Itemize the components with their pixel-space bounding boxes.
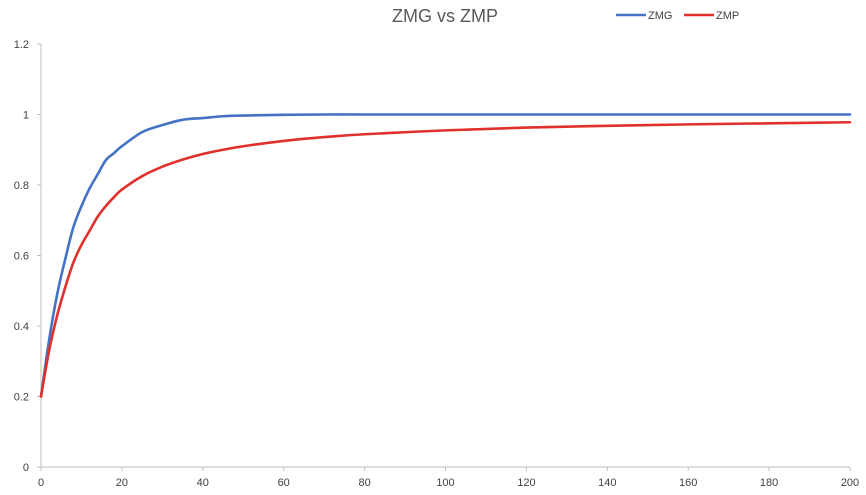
- x-tick-label: 160: [679, 477, 697, 489]
- y-tick-label: 0.8: [14, 180, 29, 192]
- x-tick-label: 200: [841, 477, 859, 489]
- chart-title: ZMG vs ZMP: [392, 6, 498, 26]
- x-tick-label: 140: [598, 477, 616, 489]
- series-line-zmp: [39, 120, 852, 398]
- plot-area: [39, 113, 852, 398]
- axes: 0 0.2 0.4 0.6 0.8 1 1.2 0 20 40 60 80 100 120 140 160 18…: [14, 39, 859, 489]
- series-line-zmg: [39, 113, 852, 398]
- y-tick-label: 1: [23, 110, 29, 122]
- legend-label-zmp: ZMP: [716, 10, 739, 22]
- y-tick-label: 0.6: [14, 251, 29, 263]
- x-tick-label: 0: [38, 477, 44, 489]
- legend: ZMG ZMP: [616, 10, 739, 22]
- x-tick-label: 80: [358, 477, 370, 489]
- x-tick-label: 120: [517, 477, 535, 489]
- x-tick-label: 20: [116, 477, 128, 489]
- x-tick-label: 60: [278, 477, 290, 489]
- y-tick-label: 0: [23, 462, 29, 474]
- y-tick-label: 0.4: [14, 321, 29, 333]
- y-tick-label: 0.2: [14, 392, 29, 404]
- x-tick-label: 40: [197, 477, 209, 489]
- y-tick-label: 1.2: [14, 39, 29, 51]
- legend-label-zmg: ZMG: [648, 10, 672, 22]
- legend-entry-zmp: ZMP: [684, 10, 739, 22]
- x-tick-label: 100: [436, 477, 454, 489]
- x-tick-label: 180: [760, 477, 778, 489]
- legend-entry-zmg: ZMG: [616, 10, 672, 22]
